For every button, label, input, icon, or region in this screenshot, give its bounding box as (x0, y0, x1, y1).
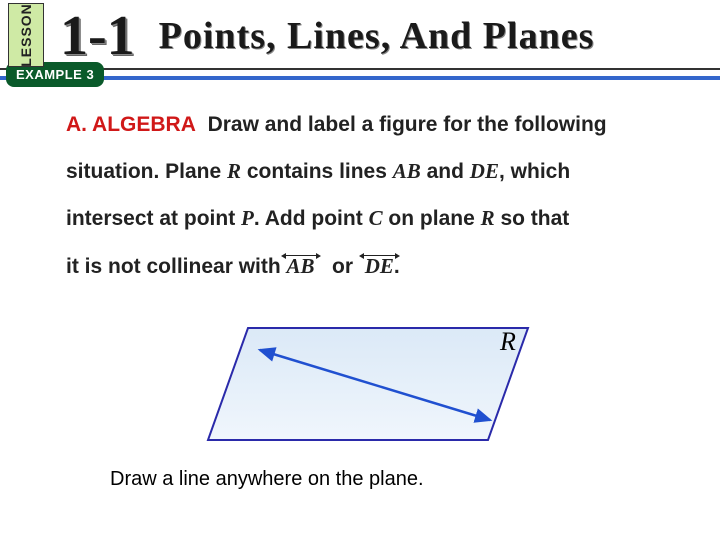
line-de-sym: DE (365, 254, 394, 278)
lesson-header: LESSON 1-1 Points, Lines, And Planes (0, 0, 720, 72)
section-label: A. ALGEBRA (66, 113, 196, 136)
line-ab: AB (393, 159, 421, 183)
line2b: contains lines (241, 160, 393, 183)
plane-figure: R (200, 300, 540, 450)
lesson-badge: LESSON (8, 3, 44, 67)
plane-r2: R (481, 206, 495, 230)
lesson-title: Points, Lines, And Planes (159, 14, 595, 58)
content-area: A. ALGEBRA Draw and label a figure for t… (0, 80, 720, 491)
example-bar: EXAMPLE 3 (0, 76, 720, 80)
line-ab-sym: AB (287, 254, 315, 278)
line2c: and (421, 160, 470, 183)
lesson-number: 1-1 (60, 8, 135, 64)
line3d: so that (495, 207, 570, 230)
line-de: DE (470, 159, 499, 183)
line2d: , which (499, 160, 570, 183)
problem-text: A. ALGEBRA Draw and label a figure for t… (66, 102, 674, 290)
plane-svg: R (200, 300, 540, 450)
line3a: intersect at point (66, 207, 241, 230)
plane-label: R (499, 327, 516, 356)
point-p: P (241, 206, 254, 230)
lesson-label: LESSON (18, 3, 34, 67)
line4a: it is not collinear with (66, 255, 287, 278)
point-c: C (369, 206, 383, 230)
instruction-text: Draw a line anywhere on the plane. (110, 468, 674, 491)
line3c: on plane (383, 207, 481, 230)
line4b: or (326, 255, 359, 278)
plane-r: R (227, 159, 241, 183)
line2a: situation. Plane (66, 160, 227, 183)
line3b: . Add point (254, 207, 369, 230)
header-underline (0, 68, 720, 70)
line1-rest: Draw and label a figure for the followin… (208, 113, 607, 136)
